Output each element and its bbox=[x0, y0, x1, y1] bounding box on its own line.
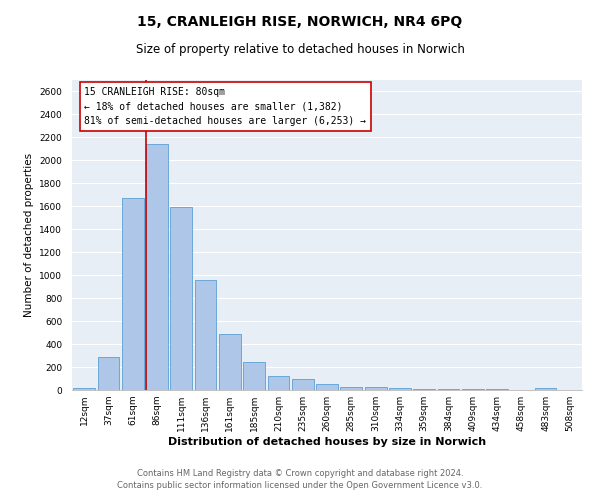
Bar bbox=[243, 362, 265, 390]
Bar bbox=[97, 356, 119, 390]
Bar bbox=[73, 388, 95, 390]
Bar bbox=[292, 378, 314, 390]
Bar bbox=[122, 198, 143, 390]
Bar bbox=[316, 384, 338, 390]
X-axis label: Distribution of detached houses by size in Norwich: Distribution of detached houses by size … bbox=[168, 437, 486, 447]
Bar bbox=[365, 386, 386, 390]
Bar bbox=[389, 388, 411, 390]
Bar bbox=[170, 208, 192, 390]
Bar bbox=[219, 334, 241, 390]
Text: 15, CRANLEIGH RISE, NORWICH, NR4 6PQ: 15, CRANLEIGH RISE, NORWICH, NR4 6PQ bbox=[137, 15, 463, 29]
Text: 15 CRANLEIGH RISE: 80sqm
← 18% of detached houses are smaller (1,382)
81% of sem: 15 CRANLEIGH RISE: 80sqm ← 18% of detach… bbox=[85, 87, 367, 126]
Bar bbox=[462, 389, 484, 390]
Text: Size of property relative to detached houses in Norwich: Size of property relative to detached ho… bbox=[136, 42, 464, 56]
Bar bbox=[268, 376, 289, 390]
Bar bbox=[535, 388, 556, 390]
Text: Contains HM Land Registry data © Crown copyright and database right 2024.
Contai: Contains HM Land Registry data © Crown c… bbox=[118, 468, 482, 490]
Bar bbox=[413, 389, 435, 390]
Bar bbox=[146, 144, 168, 390]
Bar bbox=[340, 387, 362, 390]
Bar bbox=[194, 280, 217, 390]
Y-axis label: Number of detached properties: Number of detached properties bbox=[24, 153, 34, 317]
